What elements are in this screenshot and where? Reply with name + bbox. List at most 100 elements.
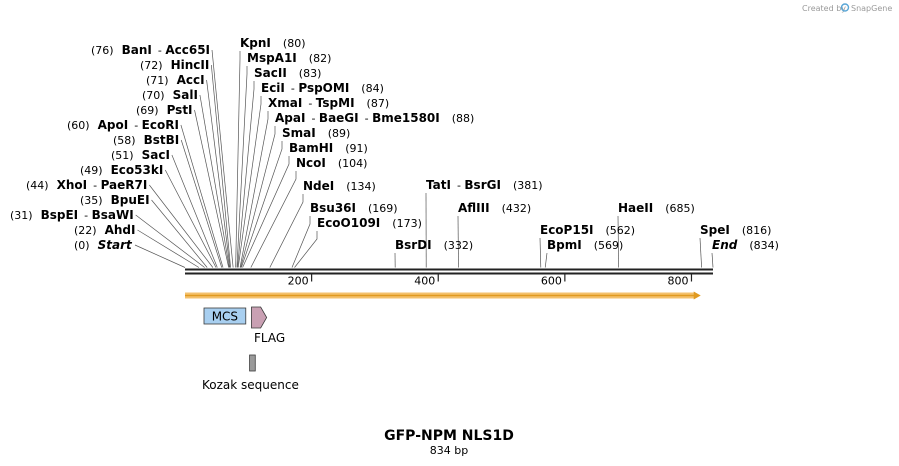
site-position: (76) — [91, 44, 114, 57]
site-label-tati-bsrgi[interactable]: TatI - BsrGI (381) — [426, 178, 543, 192]
site-label-acci[interactable]: (71) AccI — [146, 73, 205, 87]
enzyme-name: PspOMI — [298, 81, 349, 95]
site-label-text: ApaI - BaeGI - Bme1580I (88) — [275, 111, 474, 125]
site-position: (84) — [361, 82, 384, 95]
site-label-text: (60) ApoI - EcoRI — [67, 118, 179, 132]
orf-arrow — [185, 291, 701, 300]
site-label-haeii[interactable]: HaeII (685) — [618, 201, 695, 215]
enzyme-name: TspMI — [316, 96, 355, 110]
site-label-apai-baegi-bme1580i[interactable]: ApaI - BaeGI - Bme1580I (88) — [275, 111, 474, 125]
mcs-feature-label: MCS — [212, 310, 238, 324]
site-label-text: EcoP15I (562) — [540, 223, 635, 237]
site-label-mspa1i[interactable]: MspA1I (82) — [247, 51, 331, 65]
site-label-text: NcoI (104) — [296, 156, 367, 170]
site-leader-line — [210, 64, 231, 268]
site-position: (332) — [444, 239, 474, 252]
enzyme-name: SmaI — [282, 126, 316, 140]
site-label-text: AflIII (432) — [458, 201, 531, 215]
site-label-kpni[interactable]: KpnI (80) — [240, 36, 306, 50]
mcs-feature[interactable] — [203, 307, 247, 325]
site-label-psti[interactable]: (69) PstI — [136, 103, 193, 117]
enzyme-name: ApaI — [275, 111, 305, 125]
site-label-text: EciI - PspOMI (84) — [261, 81, 384, 95]
site-label-bsrdi[interactable]: BsrDI (332) — [395, 238, 473, 252]
site-leader-line — [617, 215, 620, 268]
site-position: (51) — [111, 149, 134, 162]
enzyme-name: PstI — [167, 103, 193, 117]
site-label-ahdi[interactable]: (22) AhdI — [74, 223, 135, 237]
map-title: GFP-NPM NLS1D — [384, 428, 514, 444]
site-label-text: SacII (83) — [254, 66, 321, 80]
site-label-bani-acc65i[interactable]: (76) BanI - Acc65I — [91, 43, 210, 57]
site-leader-line — [180, 139, 223, 268]
site-position: (60) — [67, 119, 90, 132]
site-label-saci[interactable]: (51) SacI — [111, 148, 170, 162]
site-leader-line — [539, 237, 542, 268]
site-label-ndei[interactable]: NdeI (134) — [303, 179, 376, 193]
site-label-bsu36i[interactable]: Bsu36I (169) — [310, 201, 398, 215]
site-leader-line — [242, 156, 290, 268]
enzyme-name: SacII — [254, 66, 287, 80]
site-position: (72) — [140, 59, 163, 72]
site-label-bstbi[interactable]: (58) BstBI — [113, 133, 179, 147]
site-label-ecoo109i[interactable]: EcoO109I (173) — [317, 216, 422, 230]
site-leader-line — [239, 111, 269, 268]
site-label-ecii-pspomi[interactable]: EciI - PspOMI (84) — [261, 81, 384, 95]
site-label-spei[interactable]: SpeI (816) — [700, 223, 771, 237]
enzyme-name: Eco53kI — [111, 163, 164, 177]
site-label-text: End (834) — [712, 238, 779, 252]
enzyme-name: SalI — [173, 88, 198, 102]
enzyme-name: HincII — [171, 58, 210, 72]
site-leader-line — [137, 229, 200, 268]
enzyme-name: AflIII — [458, 201, 490, 215]
site-label-apoi-ecori[interactable]: (60) ApoI - EcoRI — [67, 118, 179, 132]
kozak-sequence-feature[interactable] — [249, 354, 256, 372]
site-position: (80) — [283, 37, 306, 50]
enzyme-name: MspA1I — [247, 51, 297, 65]
site-label-text: (58) BstBI — [113, 133, 179, 147]
site-leader-line — [135, 214, 205, 268]
credit-brand: SnapGene — [851, 4, 892, 13]
site-position: (44) — [26, 179, 49, 192]
site-leader-line — [291, 216, 311, 268]
site-leader-line — [235, 51, 241, 268]
site-label-ncoi[interactable]: NcoI (104) — [296, 156, 367, 170]
site-label-text: SpeI (816) — [700, 223, 771, 237]
site-label-xhoi-paer7i[interactable]: (44) XhoI - PaeR7I — [26, 178, 147, 192]
enzyme-name: Bsu36I — [310, 201, 356, 215]
site-label-sacii[interactable]: SacII (83) — [254, 66, 321, 80]
site-label-text: SmaI (89) — [282, 126, 350, 140]
site-label-end[interactable]: End (834) — [712, 238, 779, 252]
site-label-text: HaeII (685) — [618, 201, 695, 215]
site-position: (685) — [665, 202, 695, 215]
site-position: (35) — [80, 194, 103, 207]
site-leader-line — [151, 199, 208, 268]
site-label-ecop15i[interactable]: EcoP15I (562) — [540, 223, 635, 237]
enzyme-name: BsaWI — [92, 208, 134, 222]
site-label-hincii[interactable]: (72) HincII — [140, 58, 209, 72]
site-label-sali[interactable]: (70) SalI — [142, 88, 198, 102]
site-position: (88) — [452, 112, 475, 125]
site-position: (381) — [513, 179, 543, 192]
site-label-bpmi[interactable]: BpmI (569) — [547, 238, 623, 252]
site-label-text: XmaI - TspMI (87) — [268, 96, 389, 110]
site-label-bpuei[interactable]: (35) BpuEI — [80, 193, 150, 207]
flag-feature-arrow[interactable] — [251, 306, 268, 329]
enzyme-name: Bme1580I — [372, 111, 440, 125]
enzyme-name: BsrDI — [395, 238, 432, 252]
site-label-eco53ki[interactable]: (49) Eco53kI — [80, 163, 163, 177]
site-label-smai[interactable]: SmaI (89) — [282, 126, 350, 140]
enzyme-name: BaeGI — [319, 111, 359, 125]
ruler-bottom-strand — [185, 272, 713, 275]
site-position: (82) — [309, 52, 332, 65]
site-leader-line — [194, 109, 230, 268]
site-leader-line — [134, 244, 186, 268]
site-label-start[interactable]: (0) Start — [74, 238, 133, 252]
enzyme-name: AccI — [177, 73, 205, 87]
site-position: (49) — [80, 164, 103, 177]
site-label-text: KpnI (80) — [240, 36, 306, 50]
site-label-afliii[interactable]: AflIII (432) — [458, 201, 531, 215]
site-label-bspei-bsawi[interactable]: (31) BspEI - BsaWI — [10, 208, 134, 222]
site-label-bamhi[interactable]: BamHI (91) — [289, 141, 368, 155]
site-label-xmai-tspmi[interactable]: XmaI - TspMI (87) — [268, 96, 389, 110]
